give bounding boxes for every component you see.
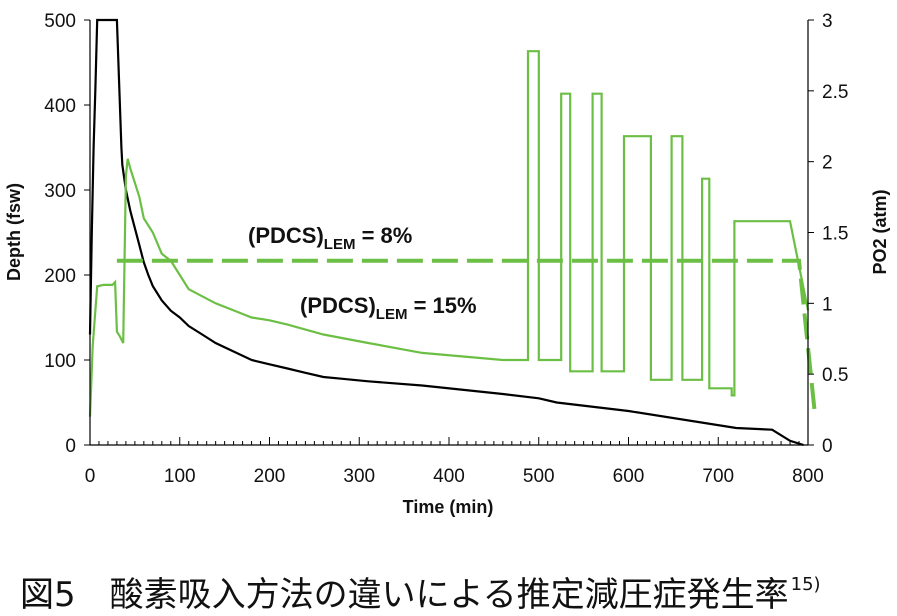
- caption-text: 図5 酸素吸入方法の違いによる推定減圧症発生率: [20, 575, 789, 615]
- y-right-tick-label: 3: [822, 11, 833, 32]
- x-tick-label: 500: [523, 466, 555, 487]
- annotation-pdcs-15: (PDCS)LEM = 15%: [300, 293, 477, 323]
- y-right-tick-label: 2: [822, 153, 833, 174]
- y-left-tick-label: 300: [44, 181, 76, 202]
- annotation-pdcs-8: (PDCS)LEM = 8%: [248, 223, 412, 253]
- x-tick-label: 200: [254, 466, 286, 487]
- x-tick-label: 100: [164, 466, 196, 487]
- figure-caption: 図5 酸素吸入方法の違いによる推定減圧症発生率 15): [20, 567, 821, 616]
- caption-reference: 15): [790, 574, 821, 595]
- x-axis-title: Time (min): [403, 497, 494, 517]
- x-tick-label: 700: [702, 466, 734, 487]
- y-left-tick-label: 400: [44, 96, 76, 117]
- x-tick-label: 400: [433, 466, 465, 487]
- y-right-tick-label: 0: [822, 436, 833, 457]
- y-left-tick-label: 100: [44, 351, 76, 372]
- y-right-tick-label: 1.5: [822, 224, 848, 245]
- y-axis-right-title: PO2 (atm): [870, 189, 890, 274]
- po2-dashed-line: [116, 258, 818, 417]
- x-tick-label: 300: [343, 466, 375, 487]
- axes-layer: 0 100 200 300 400 500 600 700 800 0 100 200 300 400 50…: [44, 11, 848, 487]
- x-tick-label: 0: [85, 466, 96, 487]
- depth-po2-chart: 0 100 200 300 400 500 600 700 800 0 100 200 300 400 50…: [4, 11, 890, 517]
- y-left-tick-label: 500: [44, 11, 76, 32]
- x-tick-label: 800: [792, 466, 824, 487]
- y-left-tick-label: 0: [65, 436, 76, 457]
- depth-line: [88, 18, 804, 447]
- y-left-tick-label: 200: [44, 266, 76, 287]
- series-layer: [88, 18, 818, 447]
- y-right-tick-label: 0.5: [822, 365, 848, 386]
- y-right-tick-label: 2.5: [822, 82, 848, 103]
- y-axis-left-title: Depth (fsw): [4, 183, 24, 281]
- x-tick-label: 600: [613, 466, 645, 487]
- po2-solid-line: [88, 50, 810, 417]
- y-right-tick-label: 1: [822, 294, 833, 315]
